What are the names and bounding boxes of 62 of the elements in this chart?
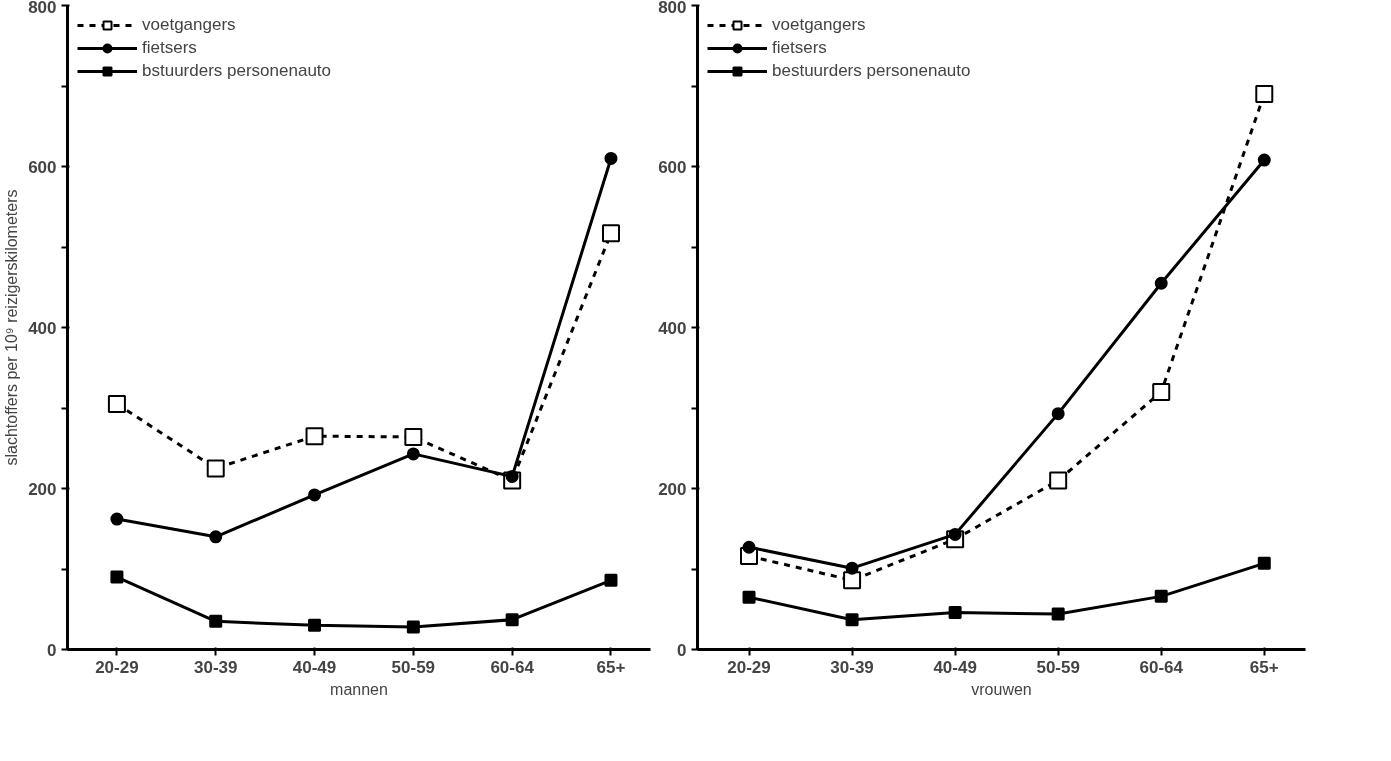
point — [604, 573, 618, 587]
x-tick-label: 40-49 — [933, 657, 977, 677]
legend-label: voetgangers — [142, 15, 236, 35]
y-tick-label: 800 — [658, 0, 687, 17]
legend-label: bstuurders personenauto — [142, 61, 332, 81]
point — [742, 540, 756, 554]
legend-label: bestuurders personenauto — [772, 61, 971, 81]
y-axis-title: slachtoffers per 10⁹ reizigerskilometers — [3, 189, 21, 466]
point — [305, 427, 324, 446]
point — [843, 571, 862, 590]
x-axis-title: vrouwen — [971, 680, 1032, 698]
point — [110, 570, 124, 584]
y-tick-label: 0 — [47, 640, 57, 660]
point — [845, 613, 859, 627]
y-tick-label: 800 — [28, 0, 57, 17]
legend-label: fietsers — [772, 38, 827, 58]
y-tick-label: 600 — [658, 157, 687, 177]
y-tick-label: 200 — [28, 479, 57, 499]
point — [601, 224, 620, 243]
point — [406, 620, 420, 634]
point — [1154, 589, 1168, 603]
point — [948, 605, 962, 619]
x-tick-label: 30-39 — [830, 657, 874, 677]
point — [1051, 607, 1065, 621]
legend-label: voetgangers — [772, 15, 866, 35]
point — [1257, 153, 1271, 167]
x-tick-label: 65+ — [596, 657, 626, 677]
y-tick-label: 0 — [677, 640, 687, 660]
x-tick-label: 60-64 — [490, 657, 535, 677]
point — [1255, 85, 1274, 104]
point — [1152, 382, 1171, 401]
x-axis-title: mannen — [330, 680, 388, 698]
point — [308, 488, 322, 502]
point — [308, 618, 322, 632]
point — [1051, 407, 1065, 421]
x-tick-label: 50-59 — [1036, 657, 1080, 677]
point — [1257, 556, 1271, 570]
x-tick-label: 40-49 — [292, 657, 337, 677]
point — [107, 394, 126, 413]
point — [206, 459, 225, 478]
point — [404, 427, 423, 446]
x-tick-label: 20-29 — [95, 657, 139, 677]
x-tick-label: 30-39 — [193, 657, 238, 677]
point — [604, 151, 618, 165]
point — [110, 512, 124, 526]
y-tick-label: 200 — [658, 479, 687, 499]
point — [1049, 471, 1068, 490]
y-tick-label: 400 — [28, 318, 57, 338]
point — [406, 447, 420, 461]
y-tick-label: 600 — [28, 157, 57, 177]
x-tick-label: 65+ — [1249, 657, 1279, 677]
point — [845, 561, 859, 575]
point — [742, 590, 756, 604]
point — [209, 614, 223, 628]
x-tick-label: 60-64 — [1139, 657, 1184, 677]
x-tick-label: 20-29 — [727, 657, 771, 677]
x-tick-label: 50-59 — [391, 657, 436, 677]
point — [505, 613, 519, 627]
y-tick-label: 400 — [658, 318, 687, 338]
point — [1154, 276, 1168, 290]
point — [209, 530, 223, 544]
legend-label: fietsers — [142, 38, 197, 58]
